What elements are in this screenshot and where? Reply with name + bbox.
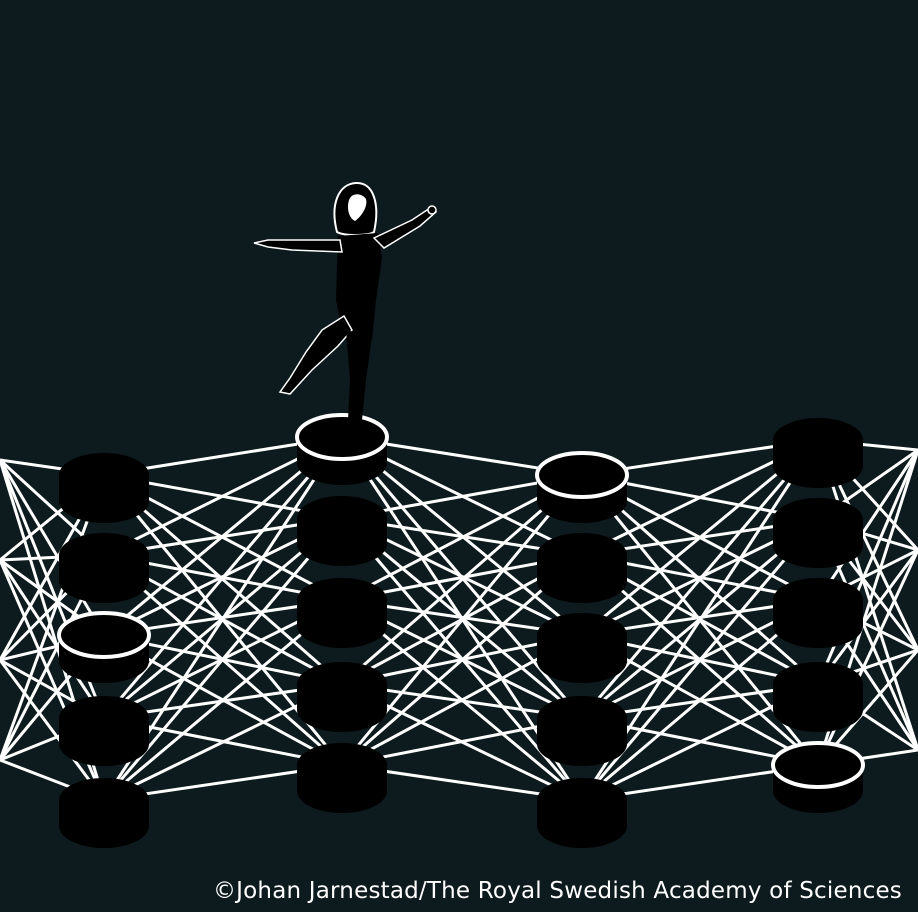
node-top <box>537 533 627 577</box>
node-top <box>537 613 627 657</box>
dancing-figure <box>253 181 438 432</box>
connection-line-edge <box>0 474 106 761</box>
node-top <box>773 498 863 542</box>
node-top-highlighted <box>295 413 389 461</box>
network-nodes <box>57 413 865 848</box>
network-node <box>537 696 627 766</box>
network-node <box>773 498 863 568</box>
node-top <box>297 743 387 787</box>
figure-hand-right <box>427 205 437 215</box>
connection-line-edge <box>816 449 918 601</box>
figure-torso <box>336 233 382 340</box>
node-top <box>59 533 149 577</box>
node-top <box>297 662 387 706</box>
network-node <box>57 611 151 683</box>
figure-arm-left <box>253 239 343 253</box>
network-node <box>297 662 387 732</box>
node-top <box>773 662 863 706</box>
network-node <box>773 662 863 732</box>
network-node <box>295 413 389 485</box>
node-top <box>59 453 149 497</box>
figure-face <box>347 194 367 221</box>
network-node <box>297 496 387 566</box>
connection-line-edge <box>816 439 918 751</box>
network-node <box>59 778 149 848</box>
connection-line-edge <box>816 549 918 685</box>
connection-line-edge <box>0 659 106 801</box>
node-top <box>773 418 863 462</box>
network-node <box>59 453 149 523</box>
connection-line-edge <box>0 459 106 636</box>
network-node <box>535 451 629 523</box>
node-top <box>297 496 387 540</box>
connection-line-edge <box>0 559 106 719</box>
node-top-highlighted <box>57 611 151 659</box>
network-node <box>59 533 149 603</box>
network-node <box>297 743 387 813</box>
photo-credit: ©Johan Jarnestad/The Royal Swedish Acade… <box>212 878 902 904</box>
node-top-highlighted <box>771 741 865 789</box>
network-node <box>537 778 627 848</box>
node-top-highlighted <box>535 451 629 499</box>
network-node <box>771 741 865 813</box>
network-node <box>537 613 627 683</box>
network-node <box>773 578 863 648</box>
node-top <box>297 578 387 622</box>
node-top <box>537 778 627 822</box>
node-top <box>537 696 627 740</box>
node-top <box>59 696 149 740</box>
network-node <box>297 578 387 648</box>
network-node <box>537 533 627 603</box>
figure-leg-raised <box>278 314 353 395</box>
node-top <box>773 578 863 622</box>
network-node <box>59 696 149 766</box>
network-node <box>773 418 863 488</box>
figure-leg-standing <box>346 330 372 432</box>
node-top <box>59 778 149 822</box>
